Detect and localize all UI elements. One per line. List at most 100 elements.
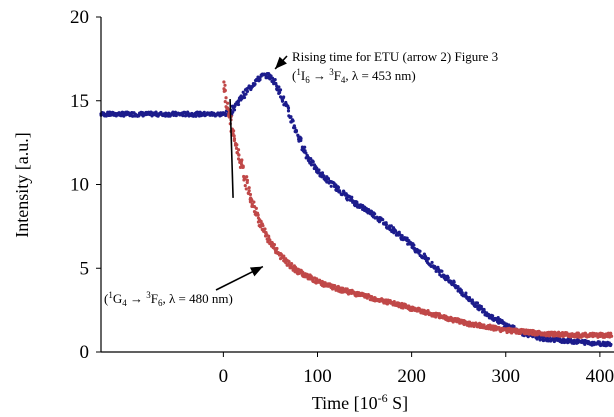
data-point [236,100,241,104]
data-point [355,202,359,206]
data-point [317,168,321,172]
annotation-red-transition-arrow: → [127,291,147,306]
data-point [405,236,409,240]
data-point [232,108,237,112]
x-tick-label: 100 [303,366,332,387]
data-point [310,275,314,280]
data-point [273,77,277,82]
data-point [244,92,248,96]
data-point [223,88,227,93]
data-point [258,77,262,82]
data-point [247,189,251,193]
annotation-red-transition-level1: G [113,291,122,306]
data-point [244,187,248,191]
data-point [460,291,464,295]
annotation-blue-transition-level2: F [334,68,341,83]
annotation-red-transition-open: ( [104,291,108,306]
data-point [236,102,241,107]
data-point [223,83,227,87]
x-axis-title-text: Time [10 [312,393,378,413]
annotation-red-transition-sub1: 4 [122,298,127,308]
y-tick-label: 15 [70,91,89,112]
data-point [226,107,230,112]
data-point [430,260,434,265]
data-point [384,222,389,227]
data-point [278,88,283,92]
data-point [274,81,278,86]
data-point [311,160,315,164]
data-point [259,219,263,224]
data-point [333,284,337,288]
data-point [412,243,416,247]
data-point [303,145,307,149]
data-point [245,180,249,185]
data-point [183,111,187,115]
data-point [538,338,542,342]
annotation-blue-transition-arrow: → [310,68,330,83]
data-point [392,299,396,304]
data-point [249,197,253,201]
data-point [329,184,333,188]
data-point [309,163,314,167]
annotation-red-transition-sup2: 3 [146,290,151,300]
data-point [231,110,235,114]
annotation-red-transition: (1G4 → 3F6, λ = 480 nm) [104,290,233,308]
data-point [239,160,243,164]
data-point [181,114,185,118]
y-tick-label: 5 [80,258,90,279]
data-point [268,238,272,242]
data-point [381,217,385,222]
data-point [305,273,309,277]
data-point [224,96,228,100]
annotation-red-arrowhead [249,266,263,277]
y-tick-label: 0 [80,342,90,363]
data-layer [99,71,614,348]
data-point [300,145,305,149]
y-tick-label: 10 [70,175,89,196]
x-tick-label: 200 [397,366,426,387]
data-point [475,301,480,305]
data-point [446,276,450,280]
annotation-blue-transition-sub1: 6 [305,75,310,85]
data-point [389,224,393,228]
data-point [247,186,251,190]
data-point [263,227,267,231]
data-point [306,155,310,160]
annotation-red-transition-sub2: 6 [158,298,163,308]
data-point [345,287,349,291]
rise-marker-line [229,99,234,198]
data-point [237,153,241,157]
data-point [225,101,230,105]
data-point [232,129,236,133]
data-point [437,312,442,316]
data-point [491,314,495,318]
data-point [261,224,265,228]
data-point [321,174,326,178]
data-point [223,100,227,104]
data-point [248,192,253,197]
x-tick-label: 0 [219,366,229,387]
data-point [315,166,319,170]
data-point [286,106,291,110]
data-point [552,334,557,338]
data-point [482,323,486,327]
data-point [276,88,280,92]
data-point [270,76,275,80]
x-tick-label: 400 [586,366,614,387]
x-tick-label: 300 [492,366,521,387]
data-point [299,138,303,143]
data-point [434,269,438,273]
data-point [282,95,286,99]
data-point [418,249,422,253]
annotation-blue-title: Rising time for ETU (arrow 2) Figure 3 [292,49,498,64]
annotation-blue-transition-sup2: 3 [329,67,334,77]
data-point [253,82,257,86]
data-point [291,119,295,123]
data-point [274,248,278,252]
data-point [232,138,236,143]
data-point [367,208,371,212]
data-point [252,200,256,204]
annotation-blue-arrowhead [275,56,287,69]
data-point [282,254,286,258]
data-point [241,165,245,169]
